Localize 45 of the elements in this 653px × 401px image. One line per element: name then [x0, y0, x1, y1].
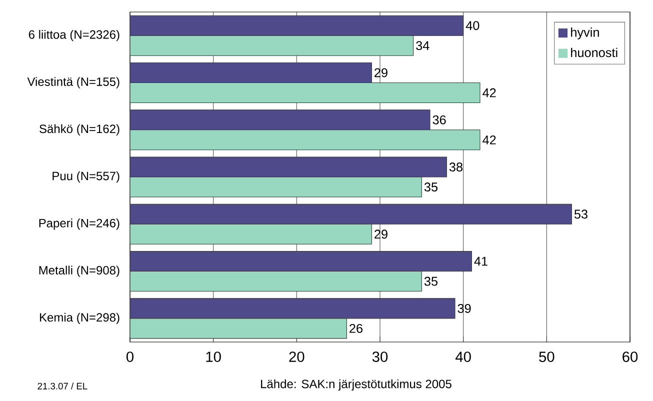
bar — [130, 271, 422, 292]
data-label: 53 — [574, 210, 588, 219]
x-tick-label: 60 — [622, 352, 638, 362]
bar — [130, 318, 347, 339]
x-tick-label: 30 — [372, 352, 388, 362]
data-label: 42 — [482, 88, 496, 98]
data-label: 41 — [474, 256, 488, 266]
data-label: 35 — [424, 182, 438, 192]
bar — [130, 156, 447, 178]
data-label: 29 — [374, 68, 388, 78]
bar — [130, 15, 464, 36]
x-tick-label: 50 — [539, 352, 554, 362]
y-tick-label: 6 liittoa (N=2326) — [28, 30, 120, 42]
bar — [130, 176, 422, 198]
y-tick-label: Sähkö (N=162) — [40, 124, 120, 136]
bar — [130, 62, 372, 83]
data-label: 40 — [466, 21, 480, 30]
legend-label: huonosti — [571, 48, 618, 58]
x-tick-label: 20 — [289, 352, 304, 362]
text: Lähde: SAK:n järjestötutkimus 2005 — [261, 379, 452, 391]
data-label: 29 — [374, 230, 388, 239]
bar — [130, 224, 372, 244]
bar — [130, 130, 480, 150]
x-tick-label: 10 — [206, 352, 221, 362]
y-tick-label: Kemia (N=298) — [40, 312, 120, 324]
legend-label: hyvin — [571, 28, 599, 40]
data-label: 42 — [482, 135, 496, 144]
data-label: 26 — [350, 324, 362, 333]
bar — [130, 110, 430, 130]
bar — [130, 35, 414, 56]
bar — [130, 204, 572, 224]
data-label: 35 — [424, 276, 438, 286]
bar — [130, 82, 480, 103]
x-tick-label: 0 — [126, 352, 134, 362]
y-tick-label: Paperi (N=246) — [39, 218, 120, 230]
bar — [130, 251, 472, 272]
bar — [130, 298, 456, 319]
y-tick-label: Puu (N=557) — [52, 171, 120, 183]
y-tick-label: Metalli (N=908) — [39, 266, 120, 277]
data-label: 34 — [416, 41, 430, 50]
y-tick-label: Viestintä (N=155) — [27, 77, 120, 88]
x-tick-label: 40 — [456, 352, 471, 362]
data-label: 36 — [432, 115, 446, 124]
text: 21.3.07 / EL — [38, 382, 88, 390]
data-label: 38 — [449, 162, 462, 172]
